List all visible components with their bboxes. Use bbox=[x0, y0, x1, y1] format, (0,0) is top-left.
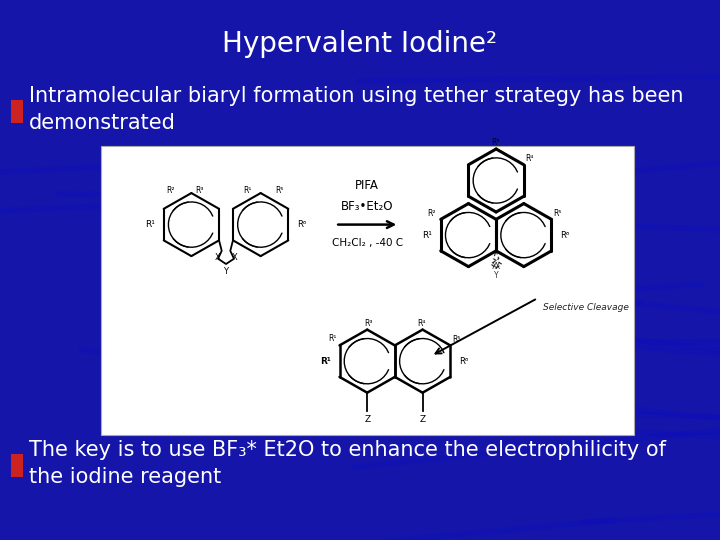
Text: Y: Y bbox=[223, 267, 228, 275]
Text: R⁵: R⁵ bbox=[275, 186, 284, 195]
Text: Y: Y bbox=[494, 271, 498, 280]
Text: R¹: R¹ bbox=[423, 231, 432, 240]
Text: The key is to use BF₃* Et2O to enhance the electrophilicity of
the iodine reagen: The key is to use BF₃* Et2O to enhance t… bbox=[29, 440, 666, 487]
Text: BF₃•Et₂O: BF₃•Et₂O bbox=[341, 200, 393, 213]
Text: Selective Cleavage: Selective Cleavage bbox=[543, 303, 629, 312]
Text: R¹: R¹ bbox=[243, 186, 251, 195]
Text: Intramolecular biaryl formation using tether strategy has been
demonstrated: Intramolecular biaryl formation using te… bbox=[29, 86, 683, 133]
Text: R¹: R¹ bbox=[320, 356, 331, 366]
Text: R¹: R¹ bbox=[328, 334, 337, 343]
Text: R²: R² bbox=[166, 186, 174, 195]
Bar bbox=[11, 454, 23, 477]
Text: R⁴: R⁴ bbox=[417, 319, 425, 328]
Text: X: X bbox=[232, 253, 238, 262]
Text: Z: Z bbox=[364, 415, 370, 424]
Text: Hypervalent Iodine²: Hypervalent Iodine² bbox=[222, 30, 498, 58]
Text: R⁶: R⁶ bbox=[459, 356, 468, 366]
Text: X: X bbox=[215, 253, 220, 262]
Text: R⁵: R⁵ bbox=[452, 335, 460, 344]
Text: R⁶: R⁶ bbox=[560, 231, 570, 240]
Text: PIFA: PIFA bbox=[355, 179, 379, 192]
Text: CH₂Cl₂ , -40 C: CH₂Cl₂ , -40 C bbox=[332, 238, 402, 248]
Text: R⁴: R⁴ bbox=[526, 154, 534, 163]
Text: X: X bbox=[495, 262, 500, 272]
Text: R³: R³ bbox=[491, 138, 499, 147]
Text: R⁶: R⁶ bbox=[297, 220, 306, 229]
Text: Z: Z bbox=[420, 415, 426, 424]
Bar bbox=[101, 146, 634, 435]
Text: R³: R³ bbox=[364, 319, 372, 328]
Text: R¹: R¹ bbox=[145, 220, 155, 229]
Text: X: X bbox=[492, 262, 497, 272]
Text: R³: R³ bbox=[195, 186, 204, 195]
Text: R²: R² bbox=[427, 209, 436, 218]
Text: R⁵: R⁵ bbox=[553, 209, 562, 218]
Bar bbox=[11, 100, 23, 123]
